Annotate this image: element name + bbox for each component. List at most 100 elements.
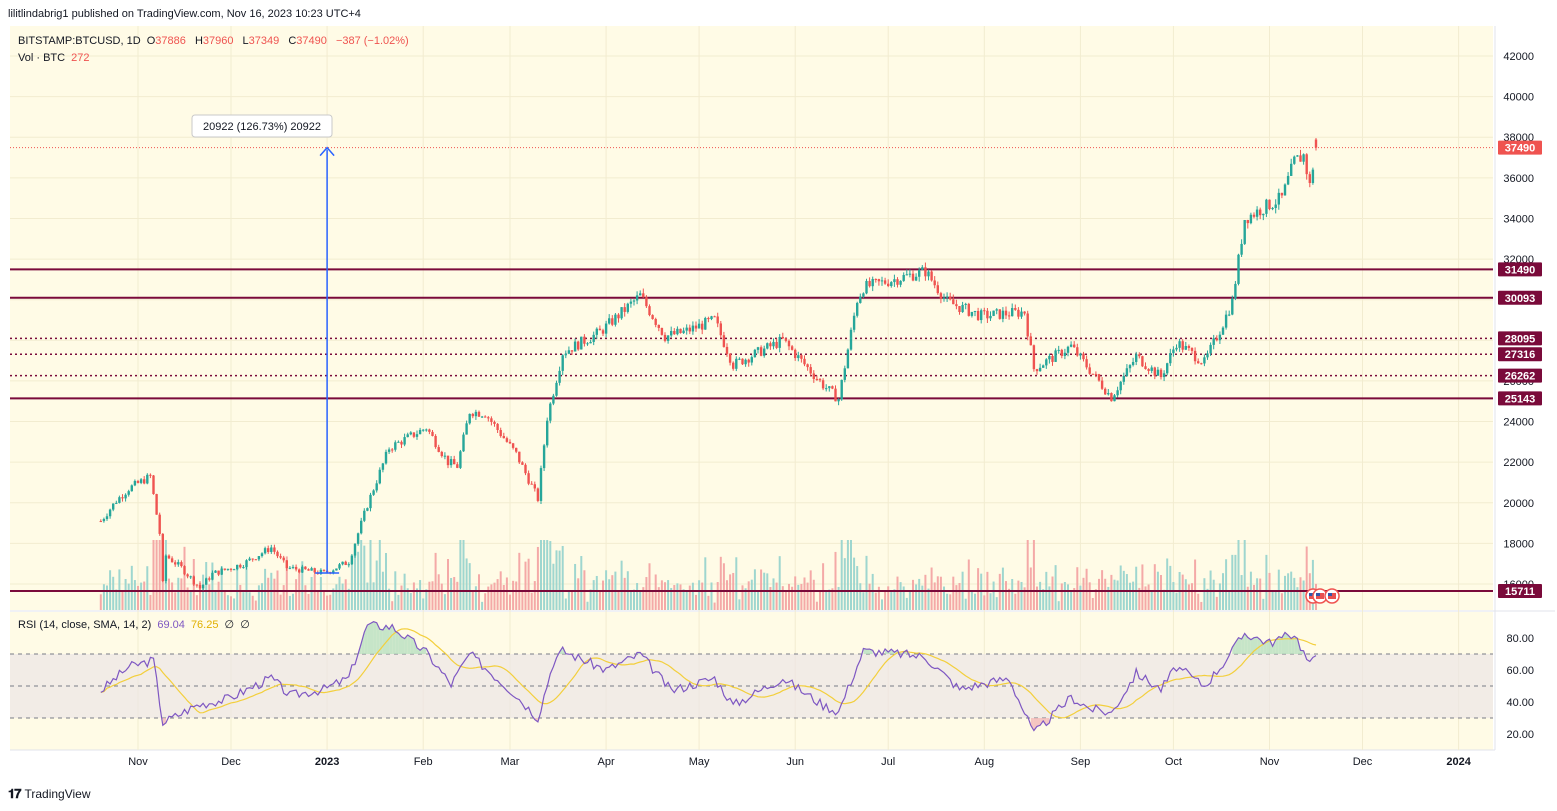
volume-bar xyxy=(481,601,484,610)
candle-body xyxy=(369,494,372,509)
rsi-overbought-fill xyxy=(364,625,368,654)
volume-bar xyxy=(571,591,573,610)
candle-body xyxy=(914,276,918,281)
volume-bar xyxy=(388,588,391,610)
time-tick-0: Nov xyxy=(128,756,148,768)
candle-body xyxy=(964,303,967,305)
candle-body xyxy=(1116,390,1119,396)
candle-body xyxy=(660,327,664,335)
candle-body xyxy=(883,280,887,284)
candle-body xyxy=(1063,352,1067,356)
volume-bar xyxy=(983,595,986,610)
tradingview-logo-icon: 𝟏𝟕 xyxy=(8,786,22,801)
measure-label-box xyxy=(191,114,333,138)
volume-bar xyxy=(292,593,294,610)
volume-bar xyxy=(1057,601,1060,610)
candle-body xyxy=(1153,367,1156,376)
candle-body xyxy=(614,314,617,325)
candle-body xyxy=(499,429,502,437)
volume-bar xyxy=(487,586,490,610)
volume-bar xyxy=(295,579,298,610)
volume-bar xyxy=(695,594,697,610)
candle-body xyxy=(400,441,403,445)
candle-body xyxy=(245,560,248,568)
candle-body xyxy=(282,557,285,561)
candle-body xyxy=(806,364,809,368)
price-tick-1: 40000 xyxy=(1503,92,1534,104)
rsi-label[interactable]: RSI (14, close, SMA, 14, 2) xyxy=(18,619,152,631)
candle-body xyxy=(1026,313,1029,337)
volume-bar xyxy=(140,582,143,610)
candle-body xyxy=(1231,298,1234,315)
volume-bar xyxy=(924,574,927,610)
volume-bar xyxy=(846,540,849,610)
candle-body xyxy=(530,483,533,485)
level-tag-26262 xyxy=(1498,368,1542,383)
volume-bar xyxy=(691,582,694,610)
candle-body xyxy=(130,485,133,492)
volume-bar xyxy=(124,578,127,610)
volume-bar xyxy=(1172,582,1175,610)
candle-body xyxy=(1122,375,1125,382)
volume-bar xyxy=(893,589,896,610)
candle-body xyxy=(1187,346,1191,348)
level-tag-27316 xyxy=(1498,347,1542,362)
rsi-oversold-fill xyxy=(1037,718,1041,727)
volume-label[interactable]: Vol · BTC xyxy=(18,52,66,64)
volume-bar xyxy=(546,540,549,610)
candle-body xyxy=(387,449,391,452)
volume-bar xyxy=(862,592,865,610)
candle-body xyxy=(1286,175,1290,185)
candle-body xyxy=(1017,309,1020,317)
volume-bar xyxy=(233,598,236,610)
candle-body xyxy=(598,328,602,331)
candle-body xyxy=(849,329,853,350)
volume-bar xyxy=(1107,586,1110,610)
volume-bar xyxy=(1079,585,1082,610)
volume-bar xyxy=(908,591,911,610)
volume-bar xyxy=(273,578,276,610)
volume-value: 272 xyxy=(71,52,90,64)
candle-body xyxy=(434,435,437,448)
candle-body xyxy=(645,297,648,307)
volume-bar xyxy=(788,583,790,610)
volume-legend: Vol · BTC 272 xyxy=(18,52,93,64)
candle-body xyxy=(372,490,375,495)
volume-bar xyxy=(195,595,198,610)
candle-body xyxy=(933,280,936,286)
candle-body xyxy=(1172,349,1175,354)
volume-bar xyxy=(378,540,381,610)
candle-body xyxy=(595,328,598,335)
candle-body xyxy=(350,555,354,565)
candle-body xyxy=(108,509,112,517)
volume-bar xyxy=(1253,584,1255,610)
legend-low: L37349 xyxy=(242,35,280,47)
volume-bar xyxy=(722,563,725,610)
candle-body xyxy=(127,491,130,495)
candle-body xyxy=(112,503,115,510)
volume-bar xyxy=(310,576,313,610)
legend-symbol[interactable]: BITSTAMP:BTCUSD, 1D xyxy=(18,35,141,47)
candle-body xyxy=(415,434,419,437)
volume-bar xyxy=(102,584,105,610)
volume-bar xyxy=(651,591,654,610)
rsi-overbought-fill xyxy=(1257,637,1261,654)
candle-body xyxy=(818,379,822,381)
volume-bar xyxy=(819,589,821,610)
candle-body xyxy=(608,318,611,324)
candle-body xyxy=(1240,243,1243,255)
volume-bar xyxy=(660,580,663,610)
volume-bar xyxy=(704,557,707,610)
rsi-overbought-fill xyxy=(1294,636,1298,654)
candle-body xyxy=(983,310,986,312)
volume-bar xyxy=(524,561,527,610)
volume-bar xyxy=(168,578,170,610)
candle-body xyxy=(412,432,416,437)
candle-body xyxy=(487,417,490,419)
candle-body xyxy=(381,463,385,470)
candle-body xyxy=(735,358,738,369)
time-tick-7: Jun xyxy=(786,756,804,768)
price-tick-0: 42000 xyxy=(1503,51,1534,63)
rsi-overbought-fill xyxy=(1285,632,1289,654)
